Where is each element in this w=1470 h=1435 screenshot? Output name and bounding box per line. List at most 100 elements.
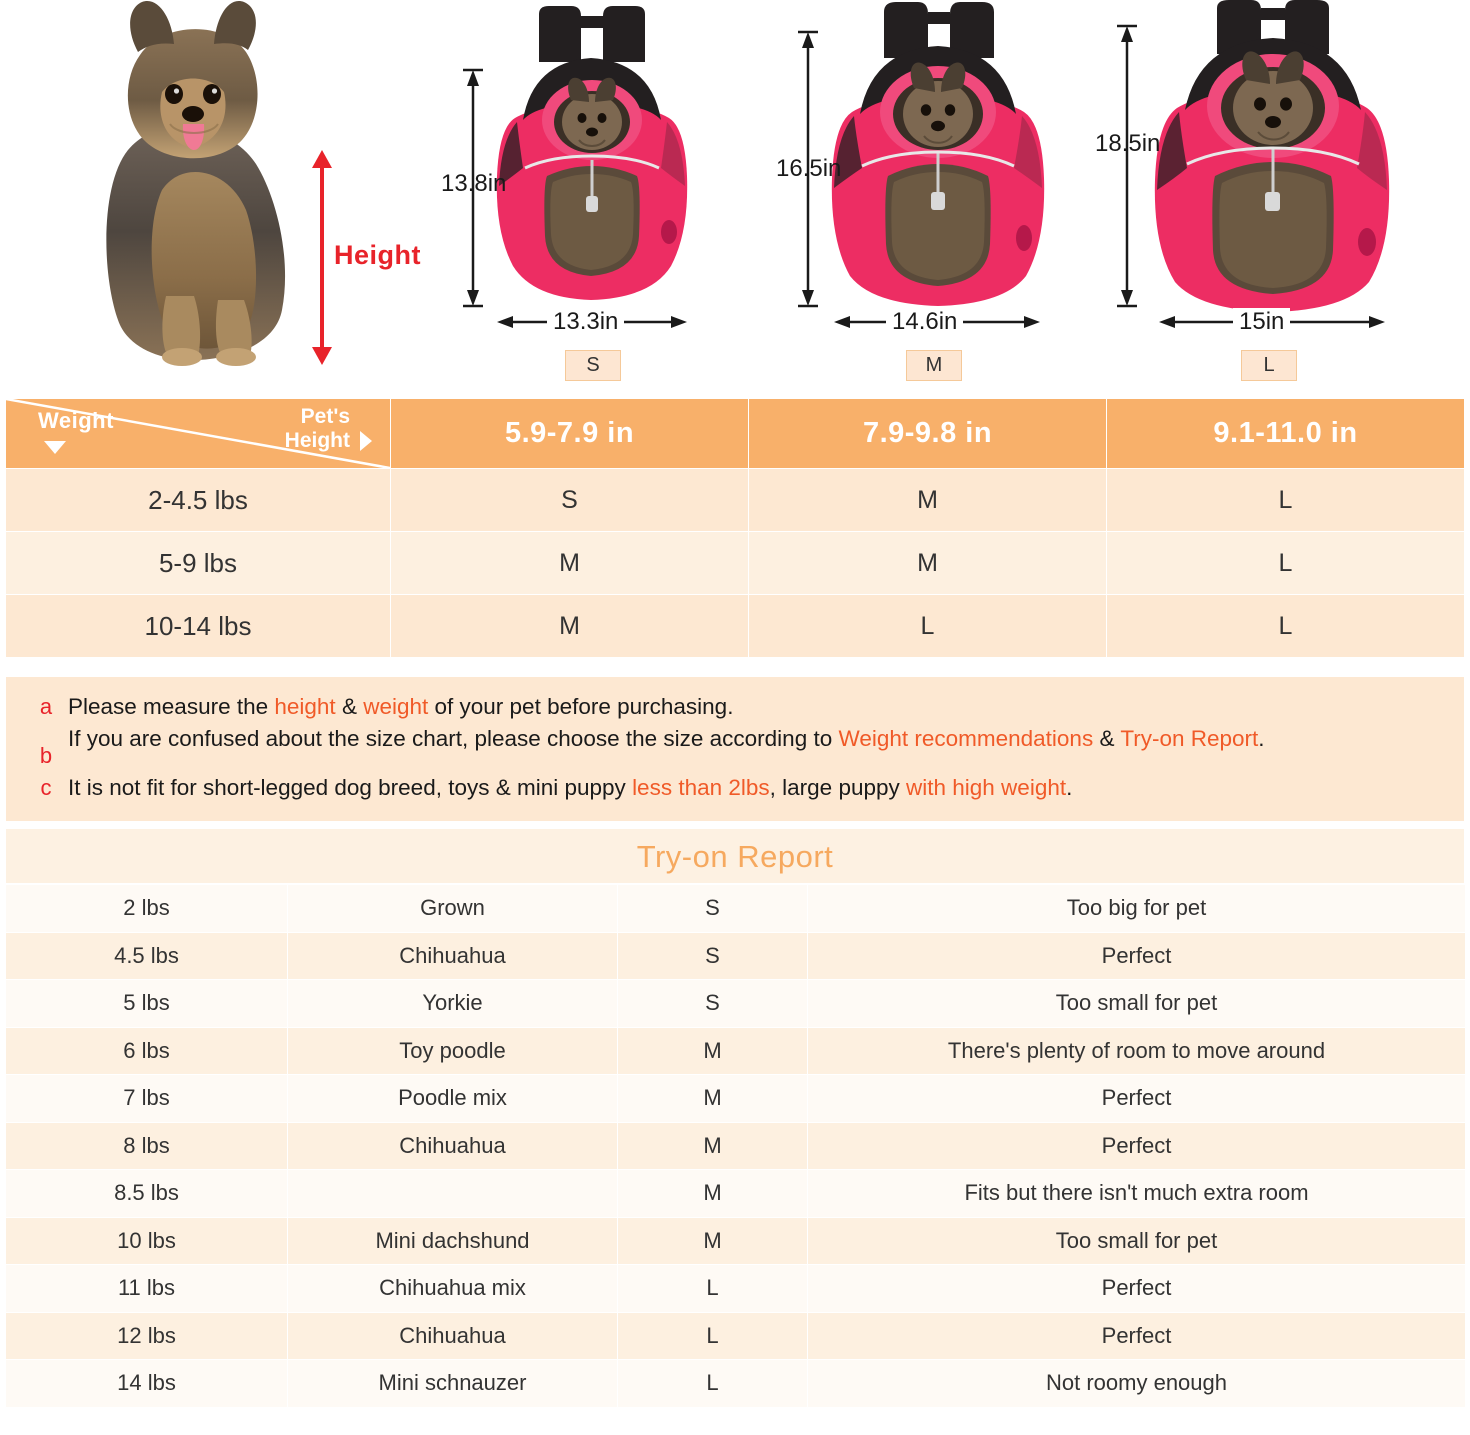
tryon-row-5-breed: Poodle mix xyxy=(287,1074,618,1123)
size-row-2-col-2: M xyxy=(748,531,1107,595)
tryon-row-2-size: S xyxy=(617,931,808,980)
tryon-row-8-weight: 10 lbs xyxy=(5,1216,288,1265)
note-b-part1: If you are confused about the size chart… xyxy=(68,726,839,751)
table-row: 2-4.5 lbs S M L xyxy=(5,468,1465,532)
note-c-letter: c xyxy=(40,775,52,800)
note-a-letter: a xyxy=(39,694,53,719)
pack-m-width-dim: 14.6in xyxy=(886,308,964,336)
pack-m-height-dim: 16.5in xyxy=(776,155,842,182)
table-row: 7 lbs Poodle mix M Perfect xyxy=(5,1074,1466,1123)
corner-petheight-line2: Height xyxy=(284,429,350,453)
note-c-highlight-highweight: with high weight xyxy=(906,775,1067,800)
note-a-highlight-weight: weight xyxy=(363,694,429,719)
tryon-row-3-weight: 5 lbs xyxy=(5,979,288,1028)
tryon-row-2-comment: Perfect xyxy=(807,931,1466,980)
size-row-3-weight: 10-14 lbs xyxy=(5,594,391,658)
size-row-1-col-2: M xyxy=(748,468,1107,532)
pack-s-size-badge: S xyxy=(565,350,621,381)
note-b-part2: & xyxy=(1093,726,1121,751)
note-c-part2: , large puppy xyxy=(769,775,906,800)
backpack-s-illustration xyxy=(463,6,688,328)
note-b-highlight-weightrec: Weight recommendations xyxy=(838,726,1094,751)
table-row: 6 lbs Toy poodle M There's plenty of roo… xyxy=(5,1026,1466,1075)
tryon-row-10-comment: Perfect xyxy=(807,1311,1466,1360)
tryon-row-5-weight: 7 lbs xyxy=(5,1074,288,1123)
table-row: 10-14 lbs M L L xyxy=(5,594,1465,658)
tryon-row-1-weight: 2 lbs xyxy=(5,884,288,933)
size-row-2-col-3: L xyxy=(1106,531,1465,595)
tryon-row-9-breed: Chihuahua mix xyxy=(287,1264,618,1313)
note-c-part1: It is not fit for short-legged dog breed… xyxy=(68,775,633,800)
tryon-row-9-size: L xyxy=(617,1264,808,1313)
table-row: 11 lbs Chihuahua mix L Perfect xyxy=(5,1264,1466,1313)
size-row-2-col-1: M xyxy=(390,531,749,595)
pack-l-size-badge: L xyxy=(1241,350,1297,381)
note-a-part1: Please measure the xyxy=(68,694,275,719)
tryon-report-table: 2 lbs Grown S Too big for pet 4.5 lbs Ch… xyxy=(5,884,1466,1408)
size-chart-header-row: Weight Pet's Height 5.9-7.9 in 7.9-9.8 in… xyxy=(5,398,1465,469)
tryon-row-2-breed: Chihuahua xyxy=(287,931,618,980)
size-row-3-col-2: L xyxy=(748,594,1107,658)
tryon-row-4-weight: 6 lbs xyxy=(5,1026,288,1075)
backpack-l-illustration xyxy=(1117,0,1390,328)
tryon-row-4-comment: There's plenty of room to move around xyxy=(807,1026,1466,1075)
corner-weight-label: Weight xyxy=(38,408,114,433)
tryon-row-5-size: M xyxy=(617,1074,808,1123)
table-row: 5-9 lbs M M L xyxy=(5,531,1465,595)
pack-group-m: 16.5in 14.6in M xyxy=(776,0,1080,381)
note-c-part3: . xyxy=(1066,775,1073,800)
pack-group-l: 18.5in 15in L xyxy=(1095,0,1425,381)
tryon-row-1-comment: Too big for pet xyxy=(807,884,1466,933)
tryon-row-6-comment: Perfect xyxy=(807,1121,1466,1170)
tryon-row-9-weight: 11 lbs xyxy=(5,1264,288,1313)
size-chart-table: Weight Pet's Height 5.9-7.9 in 7.9-9.8 in… xyxy=(5,398,1465,658)
tryon-row-3-comment: Too small for pet xyxy=(807,979,1466,1028)
tryon-row-8-comment: Too small for pet xyxy=(807,1216,1466,1265)
size-row-1-col-3: L xyxy=(1106,468,1465,532)
size-row-3-col-3: L xyxy=(1106,594,1465,658)
tryon-row-7-breed xyxy=(287,1169,618,1218)
tryon-row-2-weight: 4.5 lbs xyxy=(5,931,288,980)
note-a: a Please measure the height & weight of … xyxy=(24,691,1446,723)
tryon-row-6-weight: 8 lbs xyxy=(5,1121,288,1170)
notes-panel: a Please measure the height & weight of … xyxy=(5,676,1465,822)
tryon-row-3-size: S xyxy=(617,979,808,1028)
height-measure-arrow: Height xyxy=(300,150,430,365)
table-row: 8 lbs Chihuahua M Perfect xyxy=(5,1121,1466,1170)
tryon-row-8-breed: Mini dachshund xyxy=(287,1216,618,1265)
tryon-row-4-breed: Toy poodle xyxy=(287,1026,618,1075)
size-chart-col-1: 5.9-7.9 in xyxy=(390,398,749,469)
tryon-row-5-comment: Perfect xyxy=(807,1074,1466,1123)
note-b-letter: b xyxy=(39,743,53,768)
pack-m-size-badge: M xyxy=(906,350,962,381)
corner-right-triangle-icon xyxy=(360,431,372,451)
tryon-row-1-size: S xyxy=(617,884,808,933)
hero-section: Height xyxy=(0,0,1470,392)
tryon-row-4-size: M xyxy=(617,1026,808,1075)
table-row: 2 lbs Grown S Too big for pet xyxy=(5,884,1466,933)
note-a-text: Please measure the height & weight of yo… xyxy=(68,691,1446,723)
tryon-row-6-breed: Chihuahua xyxy=(287,1121,618,1170)
tryon-row-7-size: M xyxy=(617,1169,808,1218)
corner-petheight-line1: Pet's xyxy=(300,405,350,428)
note-b: b If you are confused about the size cha… xyxy=(24,723,1446,772)
tryon-report-title: Try-on Report xyxy=(5,828,1465,884)
size-chart-col-3: 9.1-11.0 in xyxy=(1106,398,1465,469)
tryon-row-11-breed: Mini schnauzer xyxy=(287,1359,618,1408)
note-c: c It is not fit for short-legged dog bre… xyxy=(24,772,1446,804)
tryon-row-8-size: M xyxy=(617,1216,808,1265)
dog-photo xyxy=(70,0,310,368)
backpack-m-illustration xyxy=(798,2,1045,328)
tryon-row-9-comment: Perfect xyxy=(807,1264,1466,1313)
note-a-part3: of your pet before purchasing. xyxy=(428,694,734,719)
size-chart-corner-cell: Weight Pet's Height xyxy=(5,398,391,469)
table-row: 4.5 lbs Chihuahua S Perfect xyxy=(5,931,1466,980)
table-row: 14 lbs Mini schnauzer L Not roomy enough xyxy=(5,1359,1466,1408)
pack-s-height-dim: 13.8in xyxy=(441,170,507,197)
tryon-row-7-comment: Fits but there isn't much extra room xyxy=(807,1169,1466,1218)
tryon-row-1-breed: Grown xyxy=(287,884,618,933)
tryon-row-6-size: M xyxy=(617,1121,808,1170)
size-row-3-col-1: M xyxy=(390,594,749,658)
note-a-part2: & xyxy=(335,694,364,719)
tryon-row-3-breed: Yorkie xyxy=(287,979,618,1028)
